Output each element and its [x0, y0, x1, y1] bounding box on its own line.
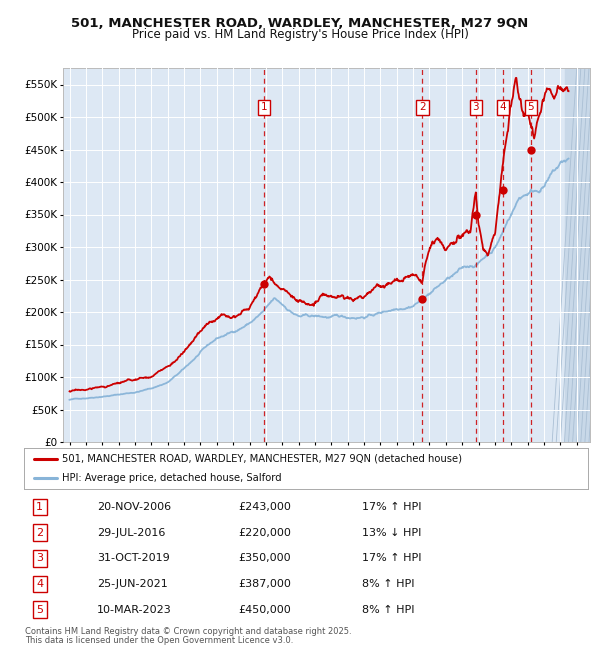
Text: 17% ↑ HPI: 17% ↑ HPI: [362, 553, 422, 564]
Text: 2: 2: [419, 103, 426, 112]
Text: 8% ↑ HPI: 8% ↑ HPI: [362, 579, 415, 589]
Text: 5: 5: [36, 605, 43, 615]
Text: Contains HM Land Registry data © Crown copyright and database right 2025.: Contains HM Land Registry data © Crown c…: [25, 627, 352, 636]
Text: £387,000: £387,000: [238, 579, 291, 589]
Text: 2: 2: [36, 528, 43, 538]
Text: £350,000: £350,000: [238, 553, 291, 564]
Text: 10-MAR-2023: 10-MAR-2023: [97, 605, 172, 615]
Text: 29-JUL-2016: 29-JUL-2016: [97, 528, 166, 538]
Text: 3: 3: [472, 103, 479, 112]
Text: 4: 4: [36, 579, 43, 589]
Text: 25-JUN-2021: 25-JUN-2021: [97, 579, 168, 589]
Text: 3: 3: [36, 553, 43, 564]
Text: 31-OCT-2019: 31-OCT-2019: [97, 553, 170, 564]
Text: 1: 1: [261, 103, 268, 112]
Text: 501, MANCHESTER ROAD, WARDLEY, MANCHESTER, M27 9QN (detached house): 501, MANCHESTER ROAD, WARDLEY, MANCHESTE…: [62, 454, 463, 464]
Text: 8% ↑ HPI: 8% ↑ HPI: [362, 605, 415, 615]
Text: £450,000: £450,000: [238, 605, 291, 615]
Text: 1: 1: [36, 502, 43, 512]
Text: 20-NOV-2006: 20-NOV-2006: [97, 502, 172, 512]
Text: 13% ↓ HPI: 13% ↓ HPI: [362, 528, 422, 538]
Text: £243,000: £243,000: [238, 502, 291, 512]
Text: £220,000: £220,000: [238, 528, 291, 538]
Text: Price paid vs. HM Land Registry's House Price Index (HPI): Price paid vs. HM Land Registry's House …: [131, 28, 469, 41]
Text: 5: 5: [527, 103, 534, 112]
Text: This data is licensed under the Open Government Licence v3.0.: This data is licensed under the Open Gov…: [25, 636, 293, 645]
Polygon shape: [565, 52, 590, 442]
Text: 17% ↑ HPI: 17% ↑ HPI: [362, 502, 422, 512]
Text: 4: 4: [499, 103, 506, 112]
Text: HPI: Average price, detached house, Salford: HPI: Average price, detached house, Salf…: [62, 473, 282, 483]
Text: 501, MANCHESTER ROAD, WARDLEY, MANCHESTER, M27 9QN: 501, MANCHESTER ROAD, WARDLEY, MANCHESTE…: [71, 17, 529, 30]
